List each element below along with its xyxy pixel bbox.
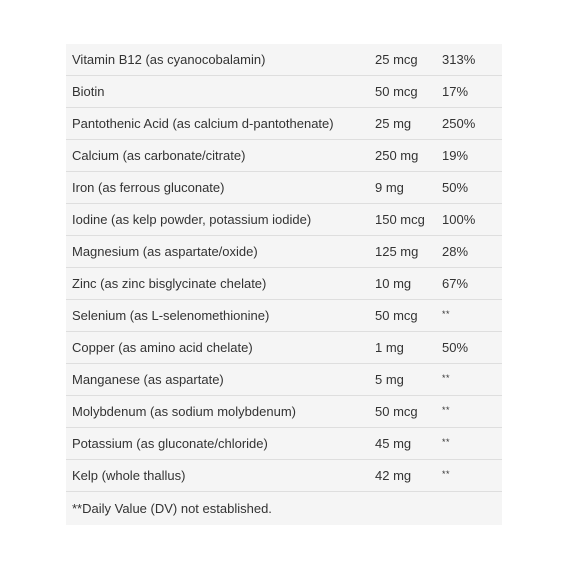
daily-value: 17% bbox=[442, 75, 502, 108]
table-row: Pantothenic Acid (as calcium d-pantothen… bbox=[66, 107, 502, 140]
daily-value: ** bbox=[442, 361, 502, 394]
nutrient-name: Iodine (as kelp powder, potassium iodide… bbox=[66, 203, 375, 236]
supplement-facts-panel: Vitamin B12 (as cyanocobalamin) 25 mcg 3… bbox=[66, 44, 502, 525]
nutrient-name: Magnesium (as aspartate/oxide) bbox=[66, 235, 375, 268]
footnote-row: **Daily Value (DV) not established. bbox=[66, 492, 502, 525]
daily-value: 250% bbox=[442, 107, 502, 140]
nutrient-amount: 50 mcg bbox=[375, 395, 442, 428]
nutrient-name: Zinc (as zinc bisglycinate chelate) bbox=[66, 267, 375, 300]
nutrient-amount: 1 mg bbox=[375, 331, 442, 364]
table-row: Biotin 50 mcg 17% bbox=[66, 75, 502, 108]
nutrient-name: Molybdenum (as sodium molybdenum) bbox=[66, 395, 375, 428]
nutrient-amount: 25 mcg bbox=[375, 44, 442, 76]
nutrient-table: Vitamin B12 (as cyanocobalamin) 25 mcg 3… bbox=[66, 44, 502, 524]
nutrient-name: Manganese (as aspartate) bbox=[66, 363, 375, 396]
daily-value: ** bbox=[442, 297, 502, 330]
table-row: Magnesium (as aspartate/oxide) 125 mg 28… bbox=[66, 235, 502, 268]
nutrient-name: Vitamin B12 (as cyanocobalamin) bbox=[66, 44, 375, 76]
table-row: Copper (as amino acid chelate) 1 mg 50% bbox=[66, 331, 502, 364]
nutrient-name: Copper (as amino acid chelate) bbox=[66, 331, 375, 364]
nutrient-amount: 10 mg bbox=[375, 267, 442, 300]
daily-value: 50% bbox=[442, 331, 502, 364]
nutrient-amount: 250 mg bbox=[375, 139, 442, 172]
daily-value: 67% bbox=[442, 267, 502, 300]
nutrient-name: Potassium (as gluconate/chloride) bbox=[66, 427, 375, 460]
daily-value: ** bbox=[442, 393, 502, 426]
table-row: Vitamin B12 (as cyanocobalamin) 25 mcg 3… bbox=[66, 44, 502, 76]
nutrient-amount: 5 mg bbox=[375, 363, 442, 396]
table-row: Iodine (as kelp powder, potassium iodide… bbox=[66, 203, 502, 236]
nutrient-amount: 50 mcg bbox=[375, 75, 442, 108]
table-row: Selenium (as L-selenomethionine) 50 mcg … bbox=[66, 297, 502, 332]
nutrient-amount: 9 mg bbox=[375, 171, 442, 204]
footnote-text: **Daily Value (DV) not established. bbox=[72, 500, 272, 516]
daily-value: ** bbox=[442, 457, 502, 490]
nutrient-name: Calcium (as carbonate/citrate) bbox=[66, 139, 375, 172]
nutrient-name: Selenium (as L-selenomethionine) bbox=[66, 299, 375, 332]
daily-value: 28% bbox=[442, 235, 502, 268]
daily-value: 19% bbox=[442, 139, 502, 172]
daily-value: 313% bbox=[442, 44, 502, 76]
table-row: Potassium (as gluconate/chloride) 45 mg … bbox=[66, 425, 502, 460]
nutrient-amount: 150 mcg bbox=[375, 203, 442, 236]
table-row: Calcium (as carbonate/citrate) 250 mg 19… bbox=[66, 139, 502, 172]
nutrient-amount: 125 mg bbox=[375, 235, 442, 268]
table-row: Kelp (whole thallus) 42 mg ** bbox=[66, 457, 502, 492]
daily-value: ** bbox=[442, 425, 502, 458]
table-row: Zinc (as zinc bisglycinate chelate) 10 m… bbox=[66, 267, 502, 300]
nutrient-amount: 42 mg bbox=[375, 459, 442, 492]
nutrient-name: Kelp (whole thallus) bbox=[66, 459, 375, 492]
table-row: Iron (as ferrous gluconate) 9 mg 50% bbox=[66, 171, 502, 204]
nutrient-name: Iron (as ferrous gluconate) bbox=[66, 171, 375, 204]
nutrient-amount: 45 mg bbox=[375, 427, 442, 460]
daily-value: 50% bbox=[442, 171, 502, 204]
daily-value: 100% bbox=[442, 203, 502, 236]
nutrient-name: Biotin bbox=[66, 75, 375, 108]
nutrient-name: Pantothenic Acid (as calcium d-pantothen… bbox=[66, 107, 375, 140]
nutrient-amount: 50 mcg bbox=[375, 299, 442, 332]
table-row: Manganese (as aspartate) 5 mg ** bbox=[66, 361, 502, 396]
nutrient-amount: 25 mg bbox=[375, 107, 442, 140]
table-row: Molybdenum (as sodium molybdenum) 50 mcg… bbox=[66, 393, 502, 428]
